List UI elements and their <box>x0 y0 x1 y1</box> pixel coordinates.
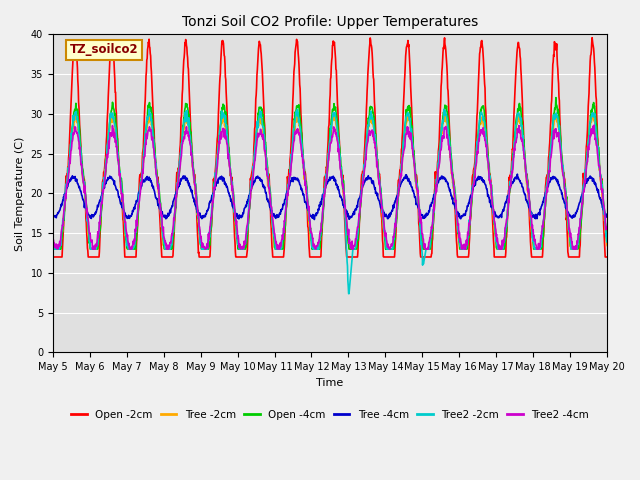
Open -4cm <box>173 192 180 198</box>
Tree2 -2cm <box>345 291 353 297</box>
Tree -2cm <box>604 243 611 249</box>
Open -2cm <box>49 254 56 260</box>
Line: Tree -4cm: Tree -4cm <box>52 174 607 219</box>
Tree -2cm <box>49 241 56 247</box>
Tree2 -4cm <box>417 219 424 225</box>
Line: Open -4cm: Open -4cm <box>52 97 607 249</box>
Title: Tonzi Soil CO2 Profile: Upper Temperatures: Tonzi Soil CO2 Profile: Upper Temperatur… <box>182 15 478 29</box>
Open -4cm <box>49 244 56 250</box>
Tree2 -2cm <box>49 233 56 239</box>
Legend: Open -2cm, Tree -2cm, Open -4cm, Tree -4cm, Tree2 -2cm, Tree2 -4cm: Open -2cm, Tree -2cm, Open -4cm, Tree -4… <box>67 405 593 424</box>
Tree2 -2cm <box>489 211 497 216</box>
Tree2 -2cm <box>172 196 180 202</box>
Tree -2cm <box>182 110 190 116</box>
Tree2 -2cm <box>159 232 166 238</box>
Tree -4cm <box>159 212 166 217</box>
Open -4cm <box>538 242 545 248</box>
Tree2 -4cm <box>604 226 611 232</box>
Y-axis label: Soil Temperature (C): Soil Temperature (C) <box>15 136 25 251</box>
Tree -4cm <box>538 202 546 208</box>
Open -4cm <box>49 246 57 252</box>
Tree2 -4cm <box>590 122 598 128</box>
Tree -2cm <box>159 234 167 240</box>
Line: Tree -2cm: Tree -2cm <box>52 113 607 249</box>
Tree2 -4cm <box>49 231 56 237</box>
Open -2cm <box>234 254 242 260</box>
Tree -2cm <box>50 246 58 252</box>
Line: Tree2 -2cm: Tree2 -2cm <box>52 109 607 294</box>
Tree -2cm <box>538 235 546 240</box>
Tree -4cm <box>310 216 318 222</box>
Line: Tree2 -4cm: Tree2 -4cm <box>52 125 607 249</box>
Open -2cm <box>172 187 180 193</box>
Text: TZ_soilco2: TZ_soilco2 <box>69 43 138 57</box>
Open -2cm <box>604 254 611 260</box>
Tree2 -2cm <box>440 107 448 112</box>
Tree -2cm <box>173 195 180 201</box>
Tree -2cm <box>417 227 424 233</box>
Open -2cm <box>159 254 166 260</box>
Tree2 -4cm <box>173 194 180 200</box>
Tree2 -4cm <box>235 236 243 241</box>
Open -2cm <box>416 240 424 246</box>
Open -2cm <box>538 254 545 260</box>
Tree -4cm <box>172 189 180 195</box>
Tree -2cm <box>235 246 243 252</box>
Open -4cm <box>604 236 611 241</box>
Open -4cm <box>552 95 560 100</box>
Open -2cm <box>488 213 496 218</box>
Tree2 -2cm <box>417 226 424 232</box>
Open -4cm <box>159 231 167 237</box>
Open -2cm <box>588 35 596 41</box>
Tree -4cm <box>234 214 242 219</box>
Open -4cm <box>489 204 497 210</box>
Tree2 -2cm <box>234 239 242 245</box>
X-axis label: Time: Time <box>316 378 344 388</box>
Tree2 -4cm <box>489 203 497 208</box>
Tree2 -2cm <box>538 234 546 240</box>
Tree -4cm <box>417 210 424 216</box>
Tree2 -4cm <box>159 228 167 234</box>
Tree2 -4cm <box>88 246 96 252</box>
Tree2 -2cm <box>604 239 611 244</box>
Tree -2cm <box>489 209 497 215</box>
Open -4cm <box>417 224 424 229</box>
Line: Open -2cm: Open -2cm <box>52 38 607 257</box>
Tree -4cm <box>489 208 497 214</box>
Tree -4cm <box>604 213 611 218</box>
Tree2 -4cm <box>538 229 545 235</box>
Open -4cm <box>235 244 243 250</box>
Tree -4cm <box>49 212 56 217</box>
Tree -4cm <box>513 171 521 177</box>
